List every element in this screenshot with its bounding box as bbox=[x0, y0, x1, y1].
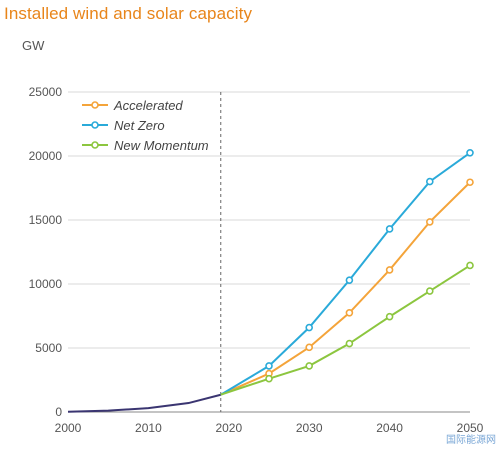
y-tick-label: 0 bbox=[55, 405, 62, 419]
history-line bbox=[67, 393, 222, 413]
legend-label: New Momentum bbox=[114, 138, 209, 153]
data-point-net-zero bbox=[345, 276, 354, 284]
data-point-net-zero bbox=[466, 149, 474, 157]
x-tick-labels: 2000 2010 2020 2030 2040 2050 bbox=[55, 421, 484, 435]
watermark: 国际能源网 bbox=[446, 435, 496, 446]
y-tick-label: 10000 bbox=[29, 277, 63, 291]
y-tick-label: 5000 bbox=[35, 341, 62, 355]
data-point-new-momentum bbox=[305, 362, 314, 370]
chart-title: Installed wind and solar capacity bbox=[4, 4, 253, 23]
data-point-new-momentum bbox=[385, 312, 394, 321]
y-tick-labels: 0 5000 10000 15000 20000 25000 bbox=[29, 85, 63, 419]
y-tick-label: 25000 bbox=[29, 85, 63, 99]
legend-label: Accelerated bbox=[113, 98, 183, 113]
series-line-net-zero bbox=[220, 151, 471, 396]
legend-item-accelerated: Accelerated bbox=[82, 98, 183, 113]
data-point-net-zero bbox=[265, 362, 273, 370]
x-tick-label: 2020 bbox=[215, 421, 242, 435]
legend-swatch-marker bbox=[91, 141, 99, 149]
data-point-accelerated bbox=[466, 178, 474, 187]
x-tick-label: 2000 bbox=[55, 421, 82, 435]
y-tick-label: 15000 bbox=[29, 213, 63, 227]
x-tick-label: 2030 bbox=[296, 421, 323, 435]
x-tick-label: 2040 bbox=[376, 421, 403, 435]
data-point-new-momentum bbox=[265, 374, 273, 383]
data-point-new-momentum bbox=[345, 339, 354, 348]
series-lines bbox=[67, 149, 474, 413]
y-tick-label: 20000 bbox=[29, 149, 63, 163]
legend: Accelerated Net Zero New Momentum bbox=[82, 98, 209, 153]
legend-swatch-marker bbox=[91, 121, 99, 129]
data-point-new-momentum bbox=[466, 261, 474, 270]
legend-swatch-marker bbox=[91, 101, 99, 109]
data-point-accelerated bbox=[345, 308, 354, 317]
legend-item-new-momentum: New Momentum bbox=[82, 138, 209, 153]
legend-label: Net Zero bbox=[114, 118, 165, 133]
x-tick-label: 2010 bbox=[135, 421, 162, 435]
data-point-accelerated bbox=[305, 343, 314, 352]
data-point-net-zero bbox=[425, 177, 434, 186]
data-point-net-zero bbox=[385, 225, 394, 233]
data-point-accelerated bbox=[425, 218, 434, 226]
x-tick-label: 2050 bbox=[457, 421, 484, 435]
data-point-new-momentum bbox=[425, 287, 434, 295]
data-point-net-zero bbox=[305, 323, 314, 332]
y-axis-label: GW bbox=[22, 38, 45, 53]
legend-item-net-zero: Net Zero bbox=[82, 118, 165, 133]
data-point-accelerated bbox=[385, 266, 394, 274]
gridlines bbox=[68, 91, 470, 413]
